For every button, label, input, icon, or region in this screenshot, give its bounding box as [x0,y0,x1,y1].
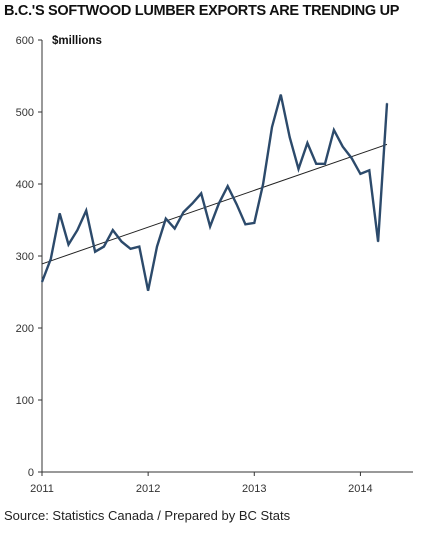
x-tick-label: 2014 [348,483,372,495]
data-point [377,241,379,243]
data-point [103,246,105,248]
data-point [227,185,229,187]
data-point [218,202,220,205]
y-tick-label: 0 [28,467,34,479]
data-point [138,246,140,248]
data-point [350,157,353,159]
data-point [200,192,202,194]
data-point [342,145,344,148]
series-line-exports [40,94,389,291]
data-point [253,222,255,224]
data-point [41,281,43,283]
y-axis-ticks: 0 100 200 300 400 500 600 [16,35,42,479]
data-point [112,229,114,231]
y-tick-label: 300 [16,251,34,263]
y-tick-label: 200 [16,323,34,335]
data-point [244,223,247,225]
data-point [67,243,70,246]
data-point [271,126,273,128]
data-point [297,168,300,170]
data-point [324,163,326,165]
data-point [121,241,123,243]
x-axis-ticks: 2011 2012 2013 2014 [30,472,373,495]
data-point [129,248,132,250]
data-point [147,289,149,292]
series-points [41,94,388,292]
y-tick-label: 400 [16,179,34,191]
x-tick-label: 2012 [136,483,160,495]
data-point [262,183,264,185]
data-point [174,228,176,230]
chart-source: Source: Statistics Canada / Prepared by … [4,508,291,523]
data-point [182,211,185,213]
data-point [50,258,52,260]
data-point [209,225,211,228]
data-point [59,212,61,215]
y-tick-label: 600 [16,35,34,47]
data-point [156,246,158,248]
chart-title: B.C.'S SOFTWOOD LUMBER EXPORTS ARE TREND… [4,3,400,19]
data-point [315,163,317,165]
data-point [85,210,87,212]
data-point [235,203,238,205]
data-point [280,94,282,96]
data-point [76,229,78,231]
data-point [289,136,291,138]
trend-line [41,143,388,265]
data-point [306,142,308,144]
data-point [333,129,335,131]
data-point [191,202,193,205]
y-axis-label: $millions [52,35,102,47]
data-point [165,217,167,220]
data-point [359,173,362,175]
data-point [386,102,388,104]
data-point [368,169,370,171]
y-tick-label: 100 [16,395,34,407]
data-point [94,251,96,253]
y-tick-label: 500 [16,107,34,119]
x-tick-label: 2011 [30,483,54,495]
x-tick-label: 2013 [242,483,266,495]
